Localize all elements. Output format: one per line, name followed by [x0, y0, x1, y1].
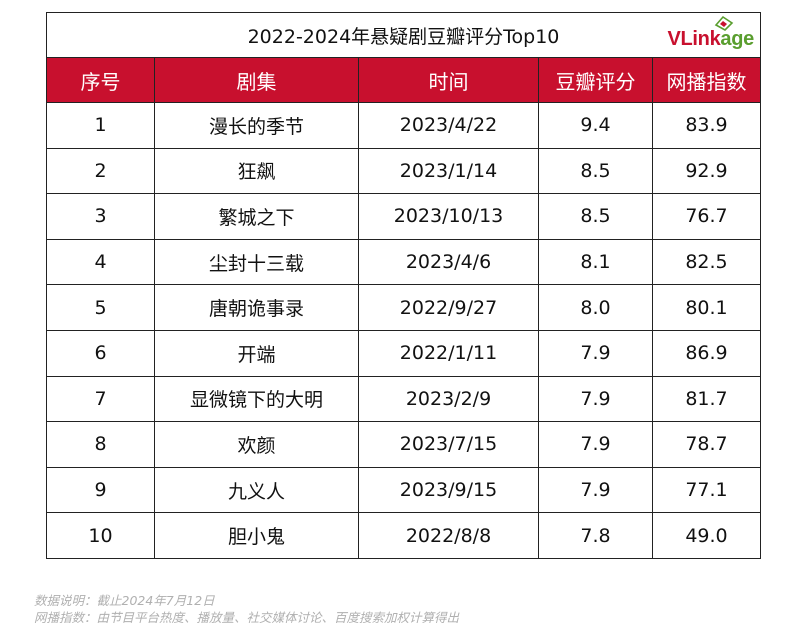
series-name-cell: 胆小鬼: [154, 512, 359, 559]
column-header: 豆瓣评分: [538, 57, 653, 103]
web-index-cell: 83.9: [652, 102, 761, 149]
column-header: 序号: [46, 57, 155, 103]
rank-cell: 1: [46, 102, 155, 149]
web-index-cell: 92.9: [652, 147, 761, 195]
series-name-cell: 欢颜: [154, 421, 359, 468]
web-index-cell: 76.7: [652, 193, 761, 240]
series-name-cell: 开端: [154, 329, 359, 377]
douban-score-cell: 8.1: [538, 238, 653, 286]
brand-part2: age: [720, 28, 754, 50]
table-row: 2 狂飙 2023/1/14 8.5 92.9: [46, 147, 761, 195]
rank-cell: 10: [46, 512, 155, 559]
date-cell: 2023/10/13: [358, 193, 539, 240]
rank-cell: 8: [46, 421, 155, 468]
table-row: 6 开端 2022/1/11 7.9 86.9: [46, 329, 761, 377]
date-cell: 2023/7/15: [358, 421, 539, 468]
date-cell: 2022/1/11: [358, 329, 539, 377]
web-index-cell: 78.7: [652, 421, 761, 468]
date-cell: 2023/9/15: [358, 466, 539, 514]
rank-cell: 7: [46, 375, 155, 423]
web-index-cell: 81.7: [652, 375, 761, 423]
douban-score-cell: 7.9: [538, 421, 653, 468]
table-title: 2022-2024年悬疑剧豆瓣评分Top10: [247, 25, 560, 48]
table-row: 1 漫长的季节 2023/4/22 9.4 83.9: [46, 102, 761, 149]
table-row: 4 尘封十三载 2023/4/6 8.1 82.5: [46, 238, 761, 286]
web-index-cell: 86.9: [652, 329, 761, 377]
footnote-index-method: 网播指数：由节目平台热度、播放量、社交媒体讨论、百度搜索加权计算得出: [34, 610, 460, 625]
table-row: 3 繁城之下 2023/10/13 8.5 76.7: [46, 193, 761, 240]
table-row: 8 欢颜 2023/7/15 7.9 78.7: [46, 421, 761, 468]
ranking-table-container: 2022-2024年悬疑剧豆瓣评分Top10 VLinkage 序号 剧集 时间…: [46, 12, 761, 559]
date-cell: 2023/2/9: [358, 375, 539, 423]
date-cell: 2022/8/8: [358, 512, 539, 559]
date-cell: 2023/4/22: [358, 102, 539, 149]
column-header: 剧集: [154, 57, 359, 103]
rank-cell: 2: [46, 147, 155, 195]
series-name-cell: 显微镜下的大明: [154, 375, 359, 423]
table-title-cell: 2022-2024年悬疑剧豆瓣评分Top10 VLinkage: [46, 12, 761, 58]
douban-score-cell: 8.0: [538, 284, 653, 331]
column-header: 时间: [358, 57, 539, 103]
brand-wordmark: VLinkage: [667, 28, 754, 51]
brand-part1: VLink: [667, 28, 721, 50]
rank-cell: 6: [46, 329, 155, 377]
series-name-cell: 尘封十三载: [154, 238, 359, 286]
series-name-cell: 狂飙: [154, 147, 359, 195]
table-row: 7 显微镜下的大明 2023/2/9 7.9 81.7: [46, 375, 761, 423]
brand-logo: VLinkage: [667, 15, 754, 51]
series-name-cell: 漫长的季节: [154, 102, 359, 149]
douban-score-cell: 7.9: [538, 466, 653, 514]
column-header: 网播指数: [652, 57, 761, 103]
web-index-cell: 77.1: [652, 466, 761, 514]
douban-score-cell: 9.4: [538, 102, 653, 149]
web-index-cell: 82.5: [652, 238, 761, 286]
series-name-cell: 唐朝诡事录: [154, 284, 359, 331]
web-index-cell: 49.0: [652, 512, 761, 559]
table-row: 5 唐朝诡事录 2022/9/27 8.0 80.1: [46, 284, 761, 331]
douban-score-cell: 7.9: [538, 329, 653, 377]
douban-score-cell: 8.5: [538, 193, 653, 240]
douban-score-cell: 7.8: [538, 512, 653, 559]
table-header-row: 序号 剧集 时间 豆瓣评分 网播指数: [46, 57, 761, 103]
footnote-data-date: 数据说明：截止2024年7月12日: [34, 593, 215, 608]
table-row: 10 胆小鬼 2022/8/8 7.8 49.0: [46, 512, 761, 559]
date-cell: 2022/9/27: [358, 284, 539, 331]
series-name-cell: 繁城之下: [154, 193, 359, 240]
rank-cell: 3: [46, 193, 155, 240]
series-name-cell: 九义人: [154, 466, 359, 514]
rank-cell: 4: [46, 238, 155, 286]
footnotes: 数据说明：截止2024年7月12日 网播指数：由节目平台热度、播放量、社交媒体讨…: [34, 592, 459, 626]
douban-score-cell: 8.5: [538, 147, 653, 195]
rank-cell: 9: [46, 466, 155, 514]
table-row: 9 九义人 2023/9/15 7.9 77.1: [46, 466, 761, 514]
douban-score-cell: 7.9: [538, 375, 653, 423]
web-index-cell: 80.1: [652, 284, 761, 331]
rank-cell: 5: [46, 284, 155, 331]
date-cell: 2023/4/6: [358, 238, 539, 286]
ranking-table: 2022-2024年悬疑剧豆瓣评分Top10 VLinkage 序号 剧集 时间…: [46, 12, 761, 559]
logo-icon: [714, 15, 734, 31]
date-cell: 2023/1/14: [358, 147, 539, 195]
